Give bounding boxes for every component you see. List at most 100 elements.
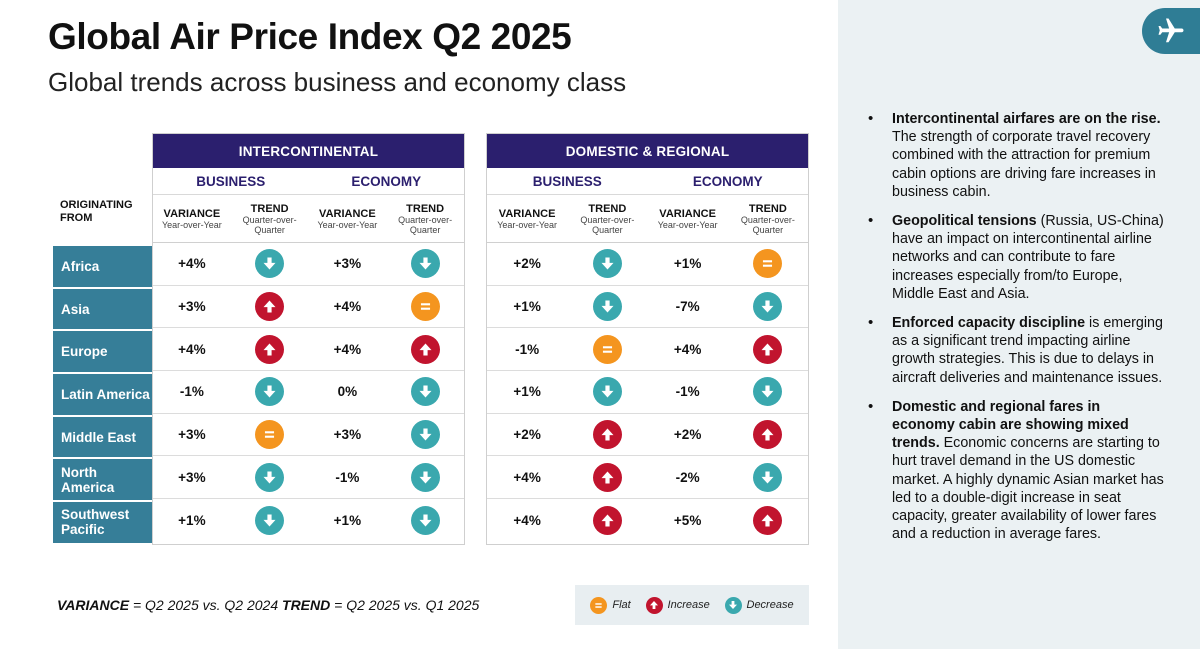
legend-increase: Increase	[645, 596, 710, 614]
table-row: +4% -2%	[487, 456, 808, 500]
economy-variance: +4%	[673, 341, 702, 357]
variance-text: = Q2 2025 vs. Q2 2024	[129, 597, 283, 613]
origin-label: Southwest Pacific	[53, 502, 152, 543]
page-subtitle: Global trends across business and econom…	[48, 67, 627, 97]
arrow-up-icon	[645, 596, 663, 614]
flat-icon	[255, 420, 285, 450]
column-header-title: TREND	[250, 202, 289, 215]
business-variance: +2%	[513, 256, 541, 272]
origin-list: Africa Asia Europe Latin America Middle East…	[53, 246, 152, 545]
intercontinental-table: INTERCONTINENTAL BUSINESS ECONOMY VARIANCE Y…	[152, 133, 465, 545]
variance-label: VARIANCE	[57, 597, 130, 613]
table-row: +2% +2%	[487, 414, 808, 457]
business-trend	[231, 292, 309, 322]
column-header-subtitle: Year-over-Year	[161, 219, 222, 230]
business-trend	[567, 249, 647, 279]
business-variance: +3%	[178, 299, 206, 315]
insight-text: is emerging as a significant trend impac…	[892, 315, 1163, 386]
business-trend	[567, 377, 647, 407]
insight-text: The strength of corporate travel recover…	[892, 129, 1156, 200]
legend: Flat Increase Decrease	[575, 585, 809, 625]
column-header-title: TREND	[406, 202, 445, 215]
arrow-down-icon	[255, 505, 285, 535]
economy-trend	[728, 505, 808, 535]
column-header-row: VARIANCE Year-over-Year TREND Quarter-over-…	[153, 195, 464, 243]
column-header-title: TREND	[588, 202, 627, 215]
economy-trend	[386, 334, 464, 364]
column-header-subtitle: Quarter-over-Quarter	[398, 214, 453, 235]
column-header-subtitle: Year-over-Year	[317, 219, 378, 230]
insight-heading: Intercontinental airfares are on the ris…	[892, 111, 1161, 127]
arrow-down-icon	[410, 462, 440, 492]
business-trend	[567, 334, 647, 364]
business-variance: +1%	[513, 299, 541, 315]
table-row: +2% +1%	[487, 243, 808, 286]
arrow-up-icon	[753, 420, 783, 450]
arrow-down-icon	[592, 377, 622, 407]
origin-label: Latin America	[53, 374, 152, 415]
page-title: Global Air Price Index Q2 2025	[48, 16, 572, 57]
flat-icon	[753, 249, 783, 279]
cabin-header: ECONOMY	[351, 173, 422, 189]
economy-trend	[386, 249, 464, 279]
origin-header-line-2: FROM	[60, 211, 93, 224]
business-trend	[567, 292, 647, 322]
arrow-down-icon	[410, 249, 440, 279]
economy-trend	[728, 420, 808, 450]
arrow-up-icon	[255, 334, 285, 364]
legend-decrease-label: Decrease	[746, 599, 794, 611]
business-variance: +4%	[178, 256, 206, 272]
flat-icon	[590, 596, 608, 614]
column-header: TREND Quarter-over-Quarter	[386, 203, 464, 235]
column-header-subtitle: Quarter-over-Quarter	[740, 214, 795, 235]
flat-icon	[410, 292, 440, 322]
table-row: -1% 0%	[153, 371, 464, 414]
insights-list: Intercontinental airfares are on the ris…	[866, 110, 1166, 554]
table-body: INTERCONTINENTAL BUSINESS ECONOMY VARIANCE Y…	[152, 133, 465, 545]
economy-trend	[728, 377, 808, 407]
column-header-subtitle: Year-over-Year	[497, 219, 558, 230]
economy-variance: +4%	[333, 299, 362, 315]
cabin-header: ECONOMY	[692, 173, 763, 189]
economy-trend	[728, 249, 808, 279]
trend-text: = Q2 2025 vs. Q1 2025	[330, 597, 480, 613]
column-header-row: VARIANCE Year-over-Year TREND Quarter-over-…	[487, 195, 808, 243]
insight-heading: Geopolitical tensions	[892, 213, 1037, 230]
section-header: DOMESTIC & REGIONAL	[487, 134, 808, 168]
cabin-header-row: BUSINESS ECONOMY	[153, 168, 464, 195]
table-row: +4% +5%	[487, 499, 808, 542]
arrow-down-icon	[753, 292, 783, 322]
cabin-header: BUSINESS	[196, 173, 266, 189]
column-header: TREND Quarter-over-Quarter	[567, 203, 647, 235]
arrow-down-icon	[753, 377, 783, 407]
business-trend	[231, 249, 309, 279]
insight-item: Geopolitical tensions (Russia, US-China)…	[866, 212, 1166, 303]
table-row: +1% +1%	[153, 499, 464, 542]
airplane-icon	[1158, 18, 1184, 43]
column-header: VARIANCE Year-over-Year	[487, 208, 567, 230]
business-variance: +3%	[178, 427, 206, 443]
arrow-down-icon	[255, 377, 285, 407]
column-header: VARIANCE Year-over-Year	[153, 208, 231, 230]
business-variance: +4%	[513, 469, 541, 485]
business-variance: +2%	[513, 427, 541, 443]
table-row: -1% +4%	[487, 328, 808, 372]
arrow-down-icon	[724, 596, 742, 614]
origin-column-header: ORIGINATING FROM	[60, 199, 133, 224]
arrow-down-icon	[410, 505, 440, 535]
business-trend	[231, 462, 309, 492]
economy-variance: -2%	[675, 469, 700, 485]
column-header-title: VARIANCE	[498, 207, 556, 220]
arrow-up-icon	[592, 462, 622, 492]
economy-trend	[386, 377, 464, 407]
economy-variance: 0%	[337, 384, 358, 400]
legend-increase-label: Increase	[667, 599, 710, 611]
column-header-title: VARIANCE	[163, 207, 221, 220]
business-variance: +1%	[513, 384, 541, 400]
business-trend	[231, 420, 309, 450]
arrow-up-icon	[753, 334, 783, 364]
economy-trend	[728, 462, 808, 492]
origin-label: Europe	[53, 331, 152, 373]
arrow-up-icon	[753, 505, 783, 535]
legend-decrease: Decrease	[724, 596, 794, 614]
